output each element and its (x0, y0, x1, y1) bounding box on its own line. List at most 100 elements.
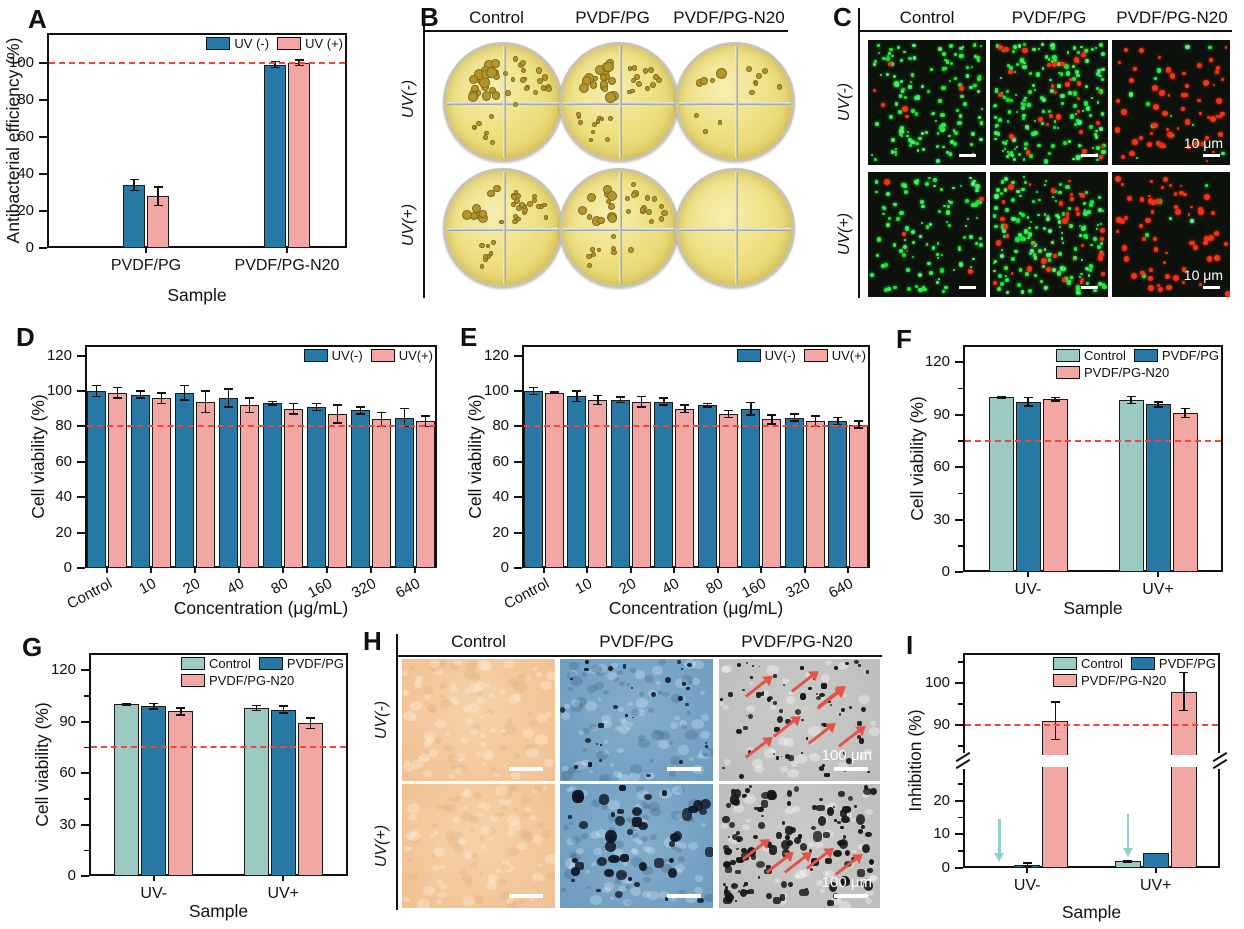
colony-dot (577, 120, 583, 126)
texture-blob (429, 834, 434, 838)
error-bar (1026, 862, 1028, 867)
error-bar (1027, 397, 1029, 407)
error-bar-cap (615, 401, 625, 404)
bar-uv- (416, 421, 435, 568)
texture-blob (584, 669, 591, 675)
red-cell-dot (1224, 242, 1229, 247)
green-cell-dot (1076, 73, 1080, 78)
texture-blob (675, 848, 682, 854)
x-tick-mark (716, 568, 719, 573)
red-cell-dot (1132, 139, 1138, 145)
green-cell-dot (994, 260, 997, 263)
green-cell-dot (918, 136, 922, 141)
axis-y-label: Cell viability (%) (31, 701, 52, 827)
dead-cell-speck (800, 751, 804, 754)
texture-blob (450, 683, 456, 688)
bar-uv- (87, 391, 106, 568)
green-cell-dot (1005, 208, 1009, 213)
texture-blob (537, 862, 543, 868)
green-cell-dot (898, 248, 904, 254)
dead-cell-speck (724, 886, 729, 890)
texture-blob (613, 677, 619, 682)
green-cell-dot (934, 119, 938, 123)
green-cell-dot (956, 108, 960, 113)
green-cell-dot (1038, 198, 1041, 202)
green-cell-dot (1169, 216, 1173, 220)
green-cell-dot (1072, 64, 1075, 68)
green-cell-dot (1020, 106, 1026, 111)
colony-dot (592, 122, 598, 128)
error-bar-cap (680, 411, 690, 413)
texture-blob (790, 761, 798, 768)
legend-label: UV (+) (305, 36, 343, 51)
texture-blob (409, 701, 423, 712)
bar-control (1118, 400, 1144, 572)
red-cell-dot (1062, 218, 1068, 224)
green-cell-dot (1001, 49, 1005, 52)
red-cell-dot (1032, 243, 1036, 246)
y-minor-tick-mark (958, 440, 963, 442)
texture-blob (442, 803, 452, 812)
texture-blob (501, 728, 508, 734)
dead-cell-speck (595, 743, 598, 746)
green-cell-dot (943, 205, 946, 208)
dead-cell-speck (677, 659, 682, 664)
col-header-pvdf-pg-n20: PVDF/PG-N20 (1116, 8, 1228, 27)
green-cell-dot (908, 137, 913, 142)
texture-blob (808, 726, 822, 737)
texture-blob (777, 737, 789, 746)
error-bar-cap (996, 395, 1006, 398)
green-cell-dot (994, 224, 999, 229)
texture-blob (494, 868, 501, 874)
panel-e-label: E (460, 322, 478, 352)
texture-blob (670, 810, 683, 821)
texture-blob (574, 697, 588, 708)
green-cell-dot (892, 202, 897, 207)
x-tick-mark (194, 568, 196, 573)
green-cell-dot (1058, 225, 1062, 229)
dead-cell-speck (834, 819, 837, 822)
legend-item: PVDF/PG-N20 (1056, 365, 1169, 380)
texture-blob (415, 676, 424, 683)
green-cell-dot (913, 56, 917, 60)
green-cell-dot (972, 257, 975, 261)
green-cell-dot (1051, 46, 1055, 51)
legend-swatch (1056, 366, 1080, 379)
green-cell-dot (925, 225, 930, 229)
texture-blob (808, 740, 816, 746)
y-tick-mark (955, 723, 963, 726)
red-cell-dot (1052, 61, 1058, 67)
texture-blob (869, 874, 879, 883)
dish-divider-vertical (619, 46, 622, 158)
dead-cell-speck (742, 726, 748, 730)
red-cell-dot (1181, 280, 1186, 284)
y-tick-label: 60 (59, 764, 76, 782)
green-cell-dot (1027, 236, 1030, 240)
texture-blob (641, 865, 654, 875)
dish-divider-horizontal (447, 228, 559, 231)
x-tick-mark (282, 568, 284, 573)
green-cell-dot (905, 267, 910, 273)
bar-pvdf-pg (1142, 852, 1169, 868)
petri-dish-pvdf-pg-uv-plus (559, 168, 679, 288)
texture-blob (546, 671, 555, 680)
texture-blob (406, 803, 420, 814)
green-cell-dot (1095, 86, 1100, 91)
reference-line (49, 61, 345, 64)
dead-cell-speck (805, 737, 809, 741)
texture-blob (618, 725, 630, 735)
error-bar-cap (767, 414, 777, 416)
dead-cell-speck (815, 693, 818, 696)
texture-blob (648, 707, 655, 713)
dead-cell-speck (740, 847, 747, 853)
y-tick-label: 0 (941, 859, 950, 876)
green-cell-dot (1012, 138, 1017, 143)
bar-pvdf-pg (1145, 404, 1171, 572)
error-bar-cap (400, 407, 409, 410)
green-cell-dot (1077, 120, 1082, 125)
red-cell-dot (1167, 94, 1171, 97)
texture-blob (536, 714, 547, 723)
texture-blob (488, 692, 496, 698)
green-cell-dot (979, 242, 984, 247)
dead-cell-speck (722, 766, 725, 770)
